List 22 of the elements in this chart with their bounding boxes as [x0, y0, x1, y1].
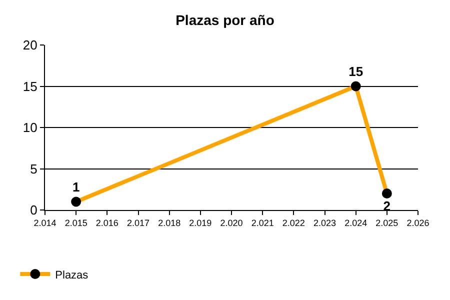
y-tick-label: 5 [30, 161, 38, 176]
x-tick-label: 2.020 [220, 218, 243, 228]
x-tick-label: 2.023 [313, 218, 336, 228]
y-tick-label: 15 [22, 78, 38, 94]
x-tick-label: 2.017 [126, 218, 150, 228]
x-tick-label: 2.015 [64, 218, 88, 228]
x-tick-label: 2.014 [34, 218, 56, 228]
data-label: 15 [348, 64, 364, 79]
x-tick-label: 2.021 [251, 218, 274, 228]
y-tick-label: 10 [22, 120, 38, 136]
x-tick-label: 2.016 [96, 218, 118, 228]
x-tick-label: 2.024 [344, 218, 368, 228]
y-tick-label: 20 [22, 38, 38, 53]
chart-title: Plazas por año [176, 12, 274, 28]
x-tick-label: 2.019 [189, 218, 212, 228]
legend-label: Plazas [55, 269, 89, 282]
x-tick-label: 2.026 [406, 218, 430, 228]
y-tick-label: 0 [30, 202, 38, 218]
x-tick-label: 2.018 [158, 218, 181, 228]
x-tick-label: 2.022 [282, 218, 305, 228]
data-label: 1 [72, 179, 80, 194]
x-tick-label: 2.025 [376, 218, 398, 228]
